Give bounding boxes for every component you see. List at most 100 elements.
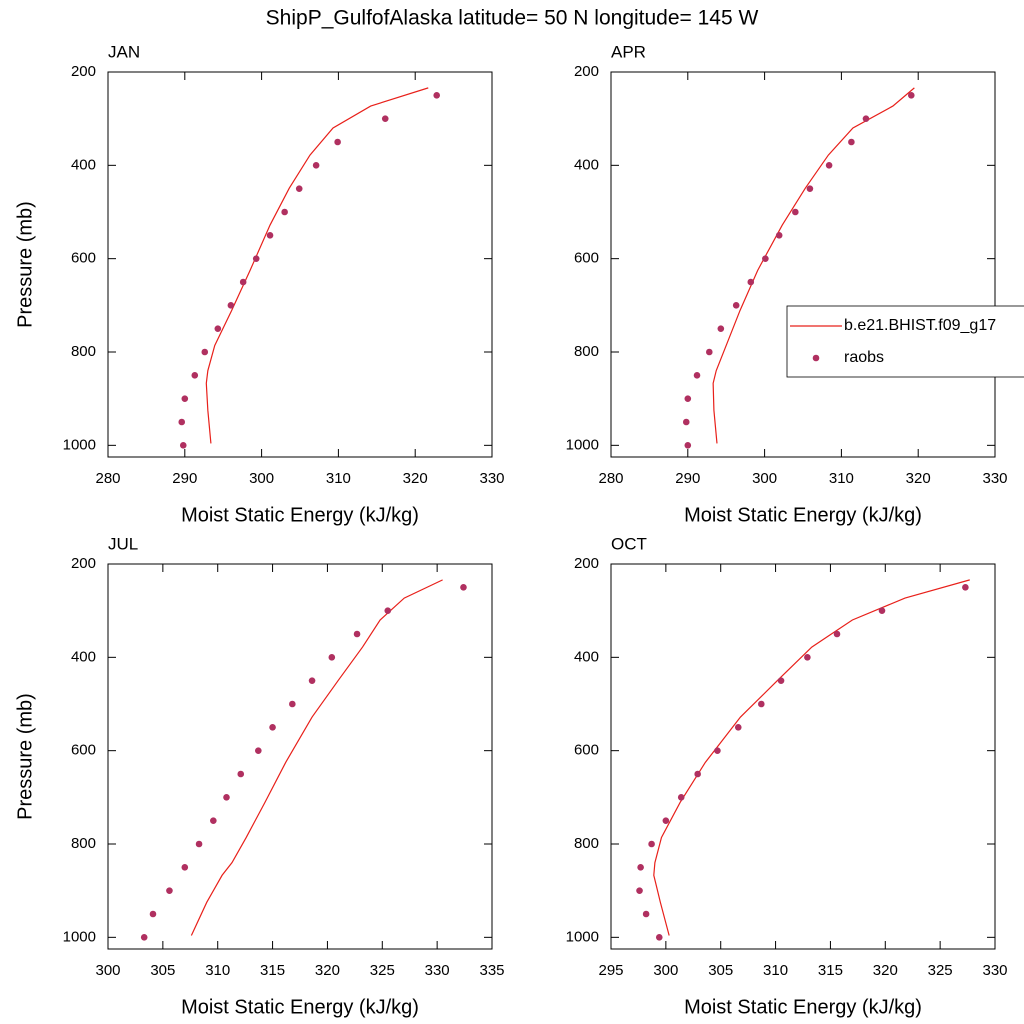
panel: APR Moist Static Energy (kJ/kg) 280 290 300 3… (566, 42, 1008, 526)
y-tick-label: 1000 (566, 436, 599, 453)
obs-point (747, 278, 755, 286)
obs-point (637, 864, 644, 871)
obs-point (775, 232, 783, 239)
obs-point (825, 162, 833, 169)
obs-point (252, 255, 260, 262)
x-tick-label: 290 (172, 470, 197, 487)
obs-point (178, 418, 186, 426)
obs-point (806, 185, 814, 192)
x-tick-label: 290 (675, 470, 700, 487)
obs-point (682, 418, 690, 426)
x-tick-label: 320 (403, 470, 428, 487)
y-tick-label: 400 (574, 156, 599, 173)
x-tick-label: 280 (95, 470, 120, 487)
obs-point (862, 115, 870, 122)
x-axis-label: Moist Static Energy (kJ/kg) (181, 996, 419, 1018)
obs-point (717, 325, 725, 332)
obs-point (201, 348, 209, 356)
panel-title: JAN (108, 42, 140, 61)
obs-point (777, 677, 785, 684)
y-tick-label: 1000 (63, 928, 96, 945)
obs-point (642, 910, 650, 918)
obs-point (433, 92, 441, 99)
panel: JUL Moist Static Energy (kJ/kg) Pressure (… (14, 534, 504, 1018)
plot-frame (610, 71, 996, 458)
obs-point (848, 138, 855, 146)
obs-point (962, 584, 969, 591)
obs-point (210, 817, 217, 824)
y-axis-label: Pressure (mb) (14, 201, 36, 328)
model-line (205, 87, 429, 444)
obs-point (181, 395, 189, 402)
model-line (653, 579, 970, 936)
obs-point (281, 208, 288, 216)
obs-point (833, 630, 841, 638)
y-tick-label: 600 (574, 250, 599, 267)
x-tick-label: 300 (249, 470, 274, 487)
x-tick-label: 300 (653, 962, 678, 979)
obs-point (195, 840, 203, 848)
figure-title: ShipP_GulfofAlaska latitude= 50 N longit… (266, 7, 759, 30)
obs-point (636, 887, 643, 894)
x-tick-label: 310 (829, 470, 854, 487)
y-tick-label: 800 (574, 835, 599, 852)
legend-label: b.e21.BHIST.f09_g17 (844, 317, 996, 334)
obs-point (381, 115, 389, 122)
legend-label: raobs (844, 349, 884, 366)
obs-point (655, 934, 663, 941)
y-tick-label: 200 (574, 63, 599, 80)
y-tick-label: 400 (71, 648, 96, 665)
y-tick-label: 800 (574, 343, 599, 360)
obs-point (762, 255, 769, 262)
obs-point (237, 770, 245, 778)
obs-point (677, 794, 685, 801)
obs-point (734, 724, 742, 731)
obs-point (693, 372, 701, 379)
x-axis-label: Moist Static Energy (kJ/kg) (684, 504, 922, 526)
obs-point (308, 677, 316, 684)
legend-box (786, 305, 1024, 378)
plot-frame (610, 563, 996, 950)
obs-point (662, 817, 670, 824)
plot-frame (107, 563, 493, 950)
obs-point (684, 395, 692, 402)
panel: JAN Moist Static Energy (kJ/kg) Pressure (… (14, 42, 504, 526)
obs-point (714, 747, 721, 754)
obs-point (269, 724, 276, 731)
x-tick-label: 280 (598, 470, 623, 487)
obs-point (181, 864, 189, 871)
x-tick-label: 325 (928, 962, 953, 979)
y-tick-label: 200 (574, 555, 599, 572)
obs-point (907, 92, 915, 99)
obs-point (792, 208, 799, 216)
x-tick-label: 300 (752, 470, 777, 487)
obs-point (334, 138, 341, 146)
obs-point (384, 607, 392, 614)
x-tick-label: 315 (818, 962, 843, 979)
obs-point (804, 654, 811, 661)
legend-swatch (812, 354, 820, 362)
plot-frame (107, 71, 493, 458)
x-tick-label: 315 (260, 962, 285, 979)
obs-point (328, 654, 336, 661)
y-tick-label: 600 (71, 742, 96, 759)
panel: OCT Moist Static Energy (kJ/kg) 295 300 305 3… (566, 534, 1008, 1018)
obs-point (694, 770, 701, 778)
x-tick-label: 325 (370, 962, 395, 979)
obs-point (758, 700, 765, 708)
obs-point (149, 910, 157, 918)
obs-point (460, 584, 467, 591)
y-tick-label: 200 (71, 555, 96, 572)
obs-point (648, 840, 655, 848)
x-tick-label: 310 (205, 962, 230, 979)
obs-point (295, 185, 303, 192)
y-tick-label: 400 (71, 156, 96, 173)
x-tick-label: 305 (708, 962, 733, 979)
obs-point (214, 325, 222, 332)
obs-point (706, 348, 713, 356)
obs-point (289, 700, 296, 708)
y-tick-label: 1000 (63, 436, 96, 453)
x-tick-label: 330 (982, 962, 1007, 979)
